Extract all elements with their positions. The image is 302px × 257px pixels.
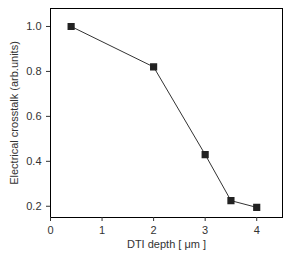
svg-text:0: 0 xyxy=(47,224,53,236)
svg-text:3: 3 xyxy=(202,224,208,236)
svg-text:2: 2 xyxy=(151,224,157,236)
svg-text:4: 4 xyxy=(254,224,260,236)
svg-text:0.4: 0.4 xyxy=(26,155,41,167)
svg-text:Electrical crosstalk (arb.unit: Electrical crosstalk (arb.units) xyxy=(8,41,20,185)
svg-text:DTI depth [ μm ]: DTI depth [ μm ] xyxy=(127,238,206,250)
svg-text:0.2: 0.2 xyxy=(26,200,41,212)
svg-text:1: 1 xyxy=(99,224,105,236)
svg-text:0.6: 0.6 xyxy=(26,110,41,122)
svg-text:0.8: 0.8 xyxy=(26,65,41,77)
svg-text:1.0: 1.0 xyxy=(26,20,41,32)
